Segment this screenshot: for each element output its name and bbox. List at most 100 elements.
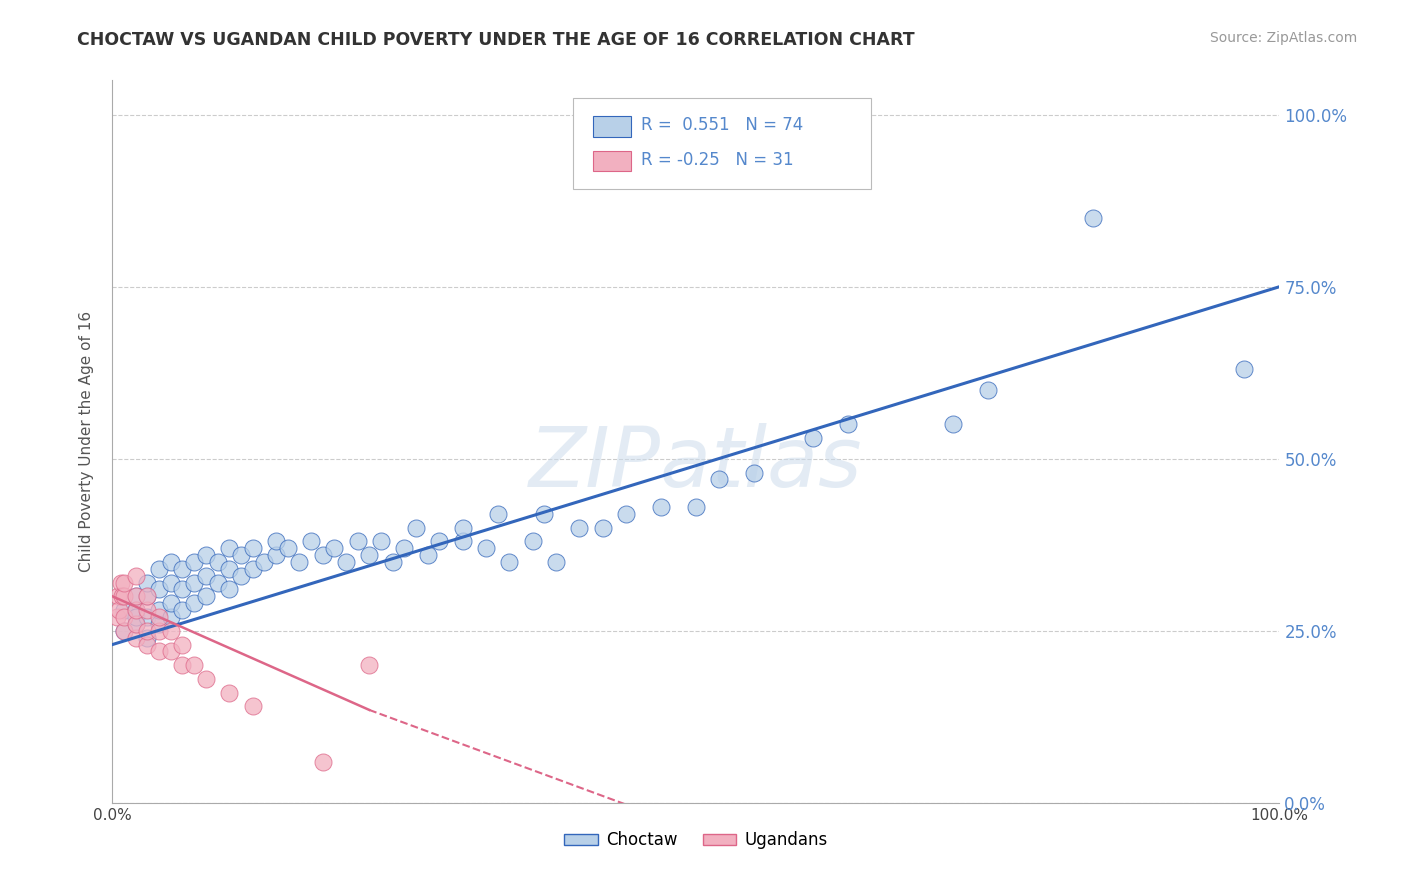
Point <box>498 555 520 569</box>
Point <box>136 631 159 645</box>
Point <box>359 548 381 562</box>
Point <box>183 575 205 590</box>
Point <box>125 590 148 604</box>
Point <box>125 568 148 582</box>
Point <box>148 610 170 624</box>
Point <box>160 624 183 638</box>
Point <box>1081 211 1104 225</box>
Point <box>381 555 404 569</box>
Point <box>105 610 128 624</box>
Point <box>451 520 474 534</box>
Point <box>108 603 131 617</box>
Point <box>194 590 217 604</box>
Point <box>183 596 205 610</box>
Point <box>125 631 148 645</box>
Point <box>218 541 240 556</box>
Point <box>323 541 346 556</box>
FancyBboxPatch shape <box>574 98 872 189</box>
Point <box>335 555 357 569</box>
Text: Source: ZipAtlas.com: Source: ZipAtlas.com <box>1209 31 1357 45</box>
Point <box>172 603 194 617</box>
Point <box>218 562 240 576</box>
Point <box>614 507 637 521</box>
Point <box>136 638 159 652</box>
Point <box>112 610 135 624</box>
Point <box>125 590 148 604</box>
FancyBboxPatch shape <box>593 151 631 171</box>
Point <box>229 568 252 582</box>
Point <box>486 507 509 521</box>
Text: R =  0.551   N = 74: R = 0.551 N = 74 <box>641 116 803 134</box>
Point <box>592 520 614 534</box>
Point <box>544 555 567 569</box>
Point <box>125 603 148 617</box>
Point <box>801 431 824 445</box>
Point <box>207 555 229 569</box>
Text: CHOCTAW VS UGANDAN CHILD POVERTY UNDER THE AGE OF 16 CORRELATION CHART: CHOCTAW VS UGANDAN CHILD POVERTY UNDER T… <box>77 31 915 49</box>
Point <box>218 582 240 597</box>
Point <box>346 534 368 549</box>
Point <box>685 500 707 514</box>
Point <box>136 590 159 604</box>
Point <box>744 466 766 480</box>
Point <box>451 534 474 549</box>
Point <box>160 610 183 624</box>
Point <box>172 638 194 652</box>
Point <box>533 507 555 521</box>
Point <box>288 555 311 569</box>
Text: R = -0.25   N = 31: R = -0.25 N = 31 <box>641 151 794 169</box>
Point <box>172 658 194 673</box>
Point <box>194 672 217 686</box>
Point <box>125 610 148 624</box>
Point <box>370 534 392 549</box>
Point <box>264 534 287 549</box>
Point <box>136 575 159 590</box>
Point <box>112 603 135 617</box>
Point <box>111 590 134 604</box>
Point <box>359 658 381 673</box>
Point <box>568 520 591 534</box>
Point <box>148 616 170 631</box>
Point <box>148 562 170 576</box>
Point <box>183 658 205 673</box>
Point <box>148 582 170 597</box>
Point <box>276 541 298 556</box>
Point <box>125 603 148 617</box>
Point <box>136 590 159 604</box>
Point <box>148 624 170 638</box>
Point <box>112 624 135 638</box>
Legend: Choctaw, Ugandans: Choctaw, Ugandans <box>558 824 834 856</box>
Y-axis label: Child Poverty Under the Age of 16: Child Poverty Under the Age of 16 <box>79 311 94 572</box>
Point <box>160 644 183 658</box>
Point <box>311 548 333 562</box>
Point <box>942 417 965 432</box>
Point <box>416 548 439 562</box>
Point <box>522 534 544 549</box>
Point <box>264 548 287 562</box>
Point <box>475 541 498 556</box>
Point <box>207 575 229 590</box>
Point <box>148 644 170 658</box>
Point <box>160 575 183 590</box>
Point <box>136 624 159 638</box>
Point <box>427 534 450 549</box>
FancyBboxPatch shape <box>593 117 631 136</box>
Point <box>160 555 183 569</box>
Point <box>136 603 159 617</box>
Point <box>299 534 322 549</box>
Point <box>194 548 217 562</box>
Point <box>107 590 129 604</box>
Point <box>976 383 998 397</box>
Point <box>172 582 194 597</box>
Text: ZIPatlas: ZIPatlas <box>529 423 863 504</box>
Point <box>125 616 148 631</box>
Point <box>242 562 264 576</box>
Point <box>125 616 148 631</box>
Point <box>172 562 194 576</box>
Point <box>253 555 276 569</box>
Point <box>394 541 416 556</box>
Point <box>405 520 427 534</box>
Point <box>148 603 170 617</box>
Point <box>311 755 333 769</box>
Point <box>837 417 859 432</box>
